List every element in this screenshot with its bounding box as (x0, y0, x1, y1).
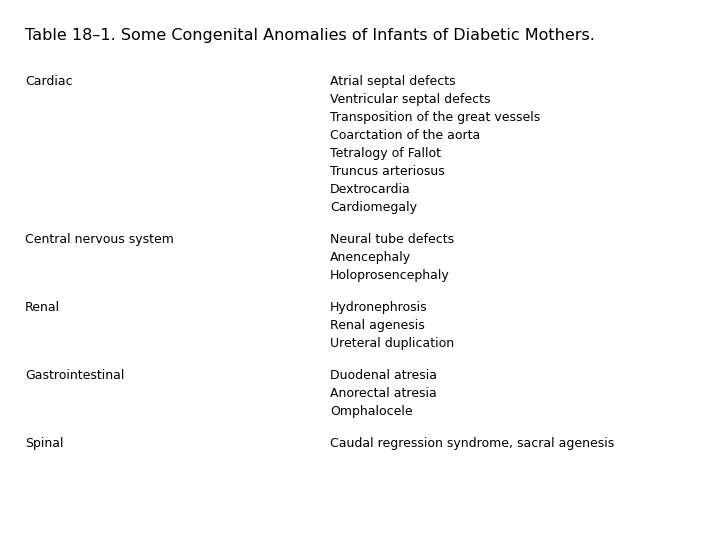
Text: Omphalocele: Omphalocele (330, 405, 413, 418)
Text: Central nervous system: Central nervous system (25, 233, 174, 246)
Text: Tetralogy of Fallot: Tetralogy of Fallot (330, 147, 441, 160)
Text: Caudal regression syndrome, sacral agenesis: Caudal regression syndrome, sacral agene… (330, 437, 614, 450)
Text: Transposition of the great vessels: Transposition of the great vessels (330, 111, 540, 124)
Text: Ureteral duplication: Ureteral duplication (330, 337, 454, 350)
Text: Renal: Renal (25, 301, 60, 314)
Text: Cardiac: Cardiac (25, 75, 73, 88)
Text: Atrial septal defects: Atrial septal defects (330, 75, 456, 88)
Text: Dextrocardia: Dextrocardia (330, 183, 410, 196)
Text: Spinal: Spinal (25, 437, 63, 450)
Text: Gastrointestinal: Gastrointestinal (25, 369, 125, 382)
Text: Duodenal atresia: Duodenal atresia (330, 369, 437, 382)
Text: Hydronephrosis: Hydronephrosis (330, 301, 428, 314)
Text: Anorectal atresia: Anorectal atresia (330, 387, 437, 400)
Text: Cardiomegaly: Cardiomegaly (330, 201, 417, 214)
Text: Table 18–1. Some Congenital Anomalies of Infants of Diabetic Mothers.: Table 18–1. Some Congenital Anomalies of… (25, 28, 595, 43)
Text: Anencephaly: Anencephaly (330, 251, 411, 264)
Text: Coarctation of the aorta: Coarctation of the aorta (330, 129, 480, 142)
Text: Holoprosencephaly: Holoprosencephaly (330, 269, 450, 282)
Text: Ventricular septal defects: Ventricular septal defects (330, 93, 490, 106)
Text: Neural tube defects: Neural tube defects (330, 233, 454, 246)
Text: Renal agenesis: Renal agenesis (330, 319, 425, 332)
Text: Truncus arteriosus: Truncus arteriosus (330, 165, 445, 178)
